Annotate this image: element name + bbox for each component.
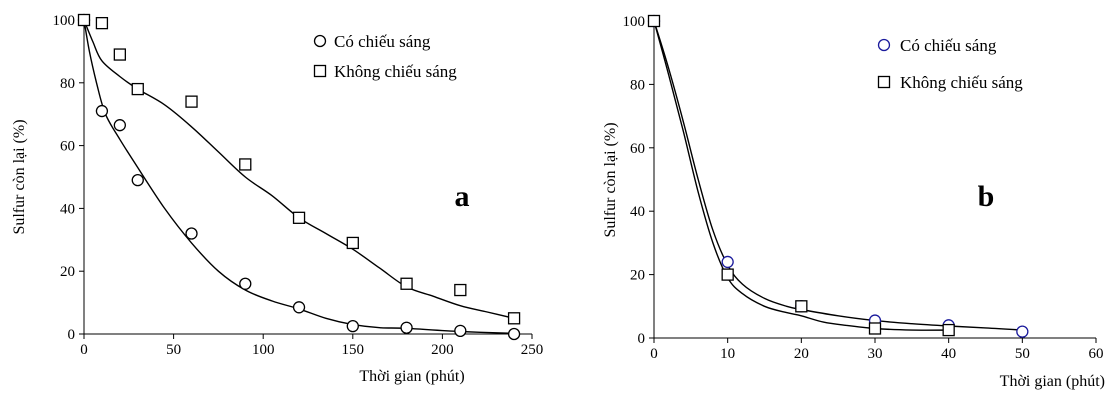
x-tick-label: 0 [650,346,658,362]
series-square [77,13,521,325]
legend-marker [313,34,327,48]
chart-panel-b: 0 10 20 30 40 50 60 0 20 40 60 80 100 Thời gian (phút… [602,14,1105,390]
x-tick-label: 0 [80,342,88,358]
y-tick-label: 100 [53,13,76,29]
data-point [346,236,359,250]
y-tick-label: 60 [630,141,645,157]
data-point [454,324,467,338]
data-point [868,322,882,335]
legend-label: Có chiếu sáng [334,32,431,51]
y-tick-label: 100 [623,14,646,30]
data-point [507,312,521,325]
x-tick-label: 250 [521,342,544,358]
legend-label: Có chiếu sáng [900,36,997,55]
x-tick-label: 60 [1089,346,1104,362]
data-point [239,277,252,290]
data-point [454,283,467,297]
y-axis-title: Sulfur còn lại (%) [11,119,28,234]
x-tick-label: 150 [342,342,365,358]
legend-marker [877,75,891,89]
data-point [185,95,198,108]
data-point [400,277,413,290]
chart-panel-a: 0 50 100 150 200 250 0 20 40 60 80 100 Thời gian (ph… [11,13,543,385]
data-point [239,158,252,171]
data-point [95,104,109,118]
y-tick-label: 80 [60,76,75,92]
series-trend-line [653,20,1023,331]
legend: Có chiếu sáng Không chiếu sáng [313,32,457,81]
data-point [721,255,734,269]
data-point [131,173,144,187]
legend-marker [313,64,327,78]
legend-label: Không chiếu sáng [900,73,1023,92]
x-tick-label: 100 [252,342,275,358]
data-point [942,323,955,337]
data-point [77,13,91,27]
data-point [292,211,306,224]
panel-label: b [978,180,995,213]
data-point [113,119,126,132]
x-axis-title: Thời gian (phút) [359,368,464,385]
x-tick-label: 20 [794,346,809,362]
data-point [185,227,198,240]
panel-label: a [455,180,470,213]
y-tick-label: 20 [630,268,645,284]
data-point [95,16,109,30]
y-tick-label: 20 [60,264,75,280]
legend-label: Không chiếu sáng [334,62,457,81]
data-point [113,48,126,61]
x-tick-label: 200 [431,342,454,358]
x-tick-label: 50 [166,342,181,358]
data-point [721,268,734,281]
data-point [400,321,413,334]
x-tick-label: 10 [720,346,735,362]
data-point [795,300,808,313]
data-point [507,327,521,341]
x-tick-label: 30 [868,346,883,362]
series-trend-line [83,19,515,319]
data-point [131,82,144,96]
legend-marker [877,38,891,52]
x-axis-title: Thời gian (phút) [1000,373,1105,390]
series-circle [77,13,521,341]
data-point [346,319,359,333]
y-tick-label: 0 [638,331,646,347]
series-square [647,14,955,337]
data-point [1016,325,1029,338]
y-tick-label: 40 [630,204,645,220]
x-tick-label: 40 [941,346,956,362]
y-tick-label: 0 [68,327,76,343]
legend: Có chiếu sáng Không chiếu sáng [877,36,1023,92]
y-tick-label: 40 [60,201,75,217]
data-point [292,301,306,314]
y-axis-title: Sulfur còn lại (%) [602,122,619,237]
series-circle [647,14,1029,338]
x-tick-label: 50 [1015,346,1030,362]
y-tick-label: 80 [630,77,645,93]
series-trend-line [653,20,949,331]
y-tick-label: 60 [60,139,75,155]
data-point [647,14,661,28]
